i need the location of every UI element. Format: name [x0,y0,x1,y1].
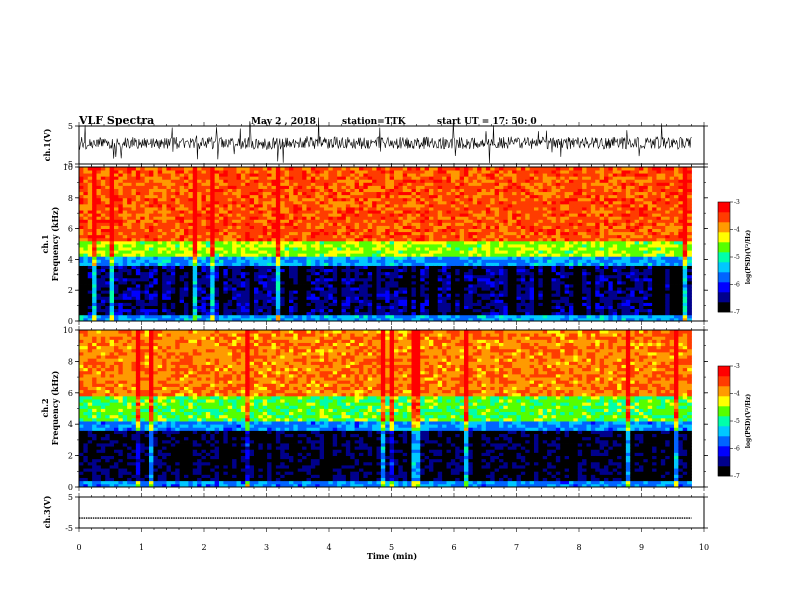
colorbar-swatch [718,222,730,233]
colorbar-swatch [718,282,730,293]
colorbar-swatch [718,242,730,253]
y-tick-label: 2 [68,286,73,295]
y-tick-label: 4 [68,420,73,429]
colorbar-swatch [718,416,730,427]
x-tick-label: 5 [389,543,394,552]
colorbar-swatch [718,456,730,467]
colorbar-tick-label: -4 [734,391,740,398]
colorbar-swatch [718,272,730,283]
y-tick-label: -5 [65,160,73,169]
y-tick-label: 0 [68,483,73,492]
colorbar-tick-label: -3 [734,199,740,206]
x-tick-label: 8 [576,543,581,552]
colorbar-swatch [718,386,730,397]
x-tick-label: 9 [639,543,644,552]
colorbar-swatch [718,436,730,447]
y-tick-label: 10 [63,163,73,172]
x-tick-label: 4 [326,543,331,552]
colorbar-label: log(PSD)(V²/Hz) [745,230,752,285]
colorbar-swatch [718,302,730,313]
spectrogram-cells [79,330,692,488]
ch1-spec-ylabel-top: ch.1 [40,234,50,253]
colorbar-swatch [718,396,730,407]
colorbar-tick-label: -5 [734,254,740,261]
channel-2-spectrogram-panel: 0 2 4 6 8 10 [63,326,708,492]
colorbar-swatch [718,252,730,263]
colorbar-swatch [718,292,730,303]
colorbar-swatch [718,426,730,437]
x-tick-label: 6 [451,543,456,552]
colorbar-swatch [718,366,730,377]
y-tick-label: 2 [68,452,73,461]
colorbar-tick-label: -7 [734,473,740,480]
y-tick-label: -5 [65,524,73,533]
ch1-wave-ylabel: ch.1(V) [42,128,52,161]
x-tick-label: 3 [264,543,269,552]
y-tick-label: 6 [68,389,73,398]
figure-title: VLF Spectra [78,114,154,127]
x-tick-label: 0 [76,543,81,552]
ch2-spec-ylabel-top: ch.2 [40,398,50,417]
colorbar-tick-label: -5 [734,418,740,425]
x-axis-label: Time (min) [367,551,417,561]
y-tick-label: 5 [68,493,73,502]
waveform-trace [78,117,692,164]
channel-1-spectrogram-panel: 0 2 4 6 8 10 [63,163,708,326]
colorbar-swatch [718,406,730,417]
colorbar-tick-label: -4 [734,227,740,234]
colorbar-label: log(PSD)(V²/Hz) [745,394,752,449]
y-tick-label: 5 [68,122,73,131]
y-tick-label: 8 [68,194,73,203]
ch1-spec-ylabel: Frequency (kHz) [50,206,60,281]
colorbar-tick-label: -6 [734,282,740,289]
spectrogram-cells [79,167,692,322]
x-tick-label: 2 [201,543,206,552]
colorbar-tick-label: -6 [734,446,740,453]
y-tick-label: 6 [68,225,73,234]
y-tick-label: 10 [63,326,73,335]
channel-3-waveform-panel: 5 -5 0 1 2 3 4 5 6 7 8 9 10 [65,493,709,552]
colorbar-tick-label: -7 [734,309,740,316]
colorbar-swatch [718,212,730,223]
colorbar-tick-label: -3 [734,363,740,370]
y-tick-label: 4 [68,255,73,264]
header-start-ut: start UT = 17: 50: 0 [437,117,537,127]
colorbar-swatch [718,376,730,387]
colorbar-swatch [718,446,730,457]
x-tick-label: 1 [139,543,144,552]
y-tick-label: 0 [68,317,73,326]
header-date: May 2 , 2018 [251,117,316,127]
y-tick-label: 8 [68,357,73,366]
header-station: station=TTK [342,117,407,127]
ch2-spec-ylabel: Frequency (kHz) [50,370,60,445]
colorbar-swatch [718,466,730,477]
channel-1-colorbar: -3 -4 -5 -6 -7 log(PSD)(V²/Hz) [717,199,752,316]
panel-frame [78,496,705,529]
channel-2-colorbar: -3 -4 -5 -6 -7 log(PSD)(V²/Hz) [717,363,752,480]
ch3-wave-ylabel: ch.3(V) [42,495,52,528]
x-tick-label: 7 [514,543,519,552]
colorbar-swatch [718,262,730,273]
colorbar-swatch [718,232,730,243]
x-tick-label: 10 [699,543,709,552]
colorbar-swatch [718,202,730,213]
